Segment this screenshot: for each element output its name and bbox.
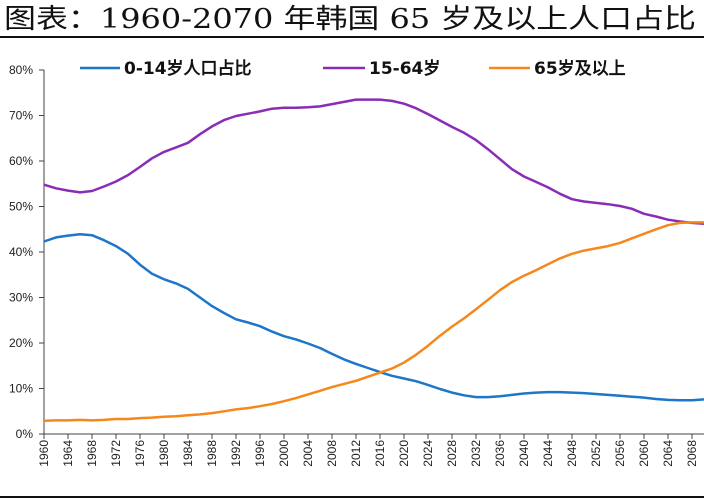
x-tick-label: 1960 — [37, 440, 51, 467]
series-line-age-0-14 — [43, 233, 704, 402]
x-tick-label: 2040 — [517, 440, 531, 467]
y-axis: 0% 10% 20% 30% 40% 50% 60% 70% 80% — [9, 63, 45, 441]
y-tick-label: 60% — [9, 154, 33, 168]
y-tick-label: 40% — [9, 245, 33, 259]
x-tick-label: 2032 — [469, 440, 483, 467]
y-tick-label: 20% — [9, 336, 33, 350]
series-line-age-65-plus — [43, 221, 704, 423]
x-tick-label: 2028 — [445, 440, 459, 467]
legend: 0-14岁人口占比 15-64岁 65岁及以上 — [80, 58, 626, 79]
x-tick-label: 1984 — [181, 440, 195, 467]
x-tick-label: 1996 — [253, 440, 267, 467]
x-tick-label: 2044 — [541, 440, 555, 467]
x-tick-label: 2056 — [613, 440, 627, 467]
x-tick-label: 2012 — [349, 440, 363, 467]
plot-area — [43, 98, 704, 423]
legend-label-age-15-64: 15-64岁 — [369, 58, 440, 79]
x-tick-label: 2048 — [565, 440, 579, 467]
x-tick-label: 1968 — [85, 440, 99, 467]
chart-title: 图表：1960-2070 年韩国 65 岁及以上人口占比 — [4, 4, 696, 35]
y-tick-label: 70% — [9, 109, 33, 123]
x-tick-label: 1964 — [61, 440, 75, 467]
x-tick-label: 2068 — [685, 440, 699, 467]
y-tick-label: 0% — [16, 427, 34, 441]
legend-label-age-65-plus: 65岁及以上 — [534, 58, 626, 79]
x-tick-label: 2016 — [373, 440, 387, 467]
x-tick-label: 2060 — [637, 440, 651, 467]
legend-label-age-0-14: 0-14岁人口占比 — [124, 58, 252, 79]
x-tick-label: 1992 — [229, 440, 243, 467]
y-tick-label: 50% — [9, 200, 33, 214]
x-tick-label: 2036 — [493, 440, 507, 467]
x-tick-label: 2024 — [421, 440, 435, 467]
x-tick-label: 2004 — [301, 440, 315, 467]
x-tick-label: 1976 — [133, 440, 147, 467]
x-tick-label: 2008 — [325, 440, 339, 467]
y-tick-label: 30% — [9, 291, 33, 305]
x-tick-label: 2052 — [589, 440, 603, 467]
x-tick-label: 1972 — [109, 440, 123, 467]
x-tick-label: 2064 — [661, 440, 675, 467]
x-tick-label: 1980 — [157, 440, 171, 467]
x-tick-label: 2020 — [397, 440, 411, 467]
x-tick-label: 2000 — [277, 440, 291, 467]
y-tick-label: 80% — [9, 63, 33, 77]
x-axis: 1960 1964 1968 1972 1976 1980 1984 1988 1992 1996… — [37, 433, 704, 467]
y-tick-label: 10% — [9, 382, 33, 396]
x-tick-label: 1988 — [205, 440, 219, 467]
series-line-age-15-64 — [43, 98, 704, 226]
